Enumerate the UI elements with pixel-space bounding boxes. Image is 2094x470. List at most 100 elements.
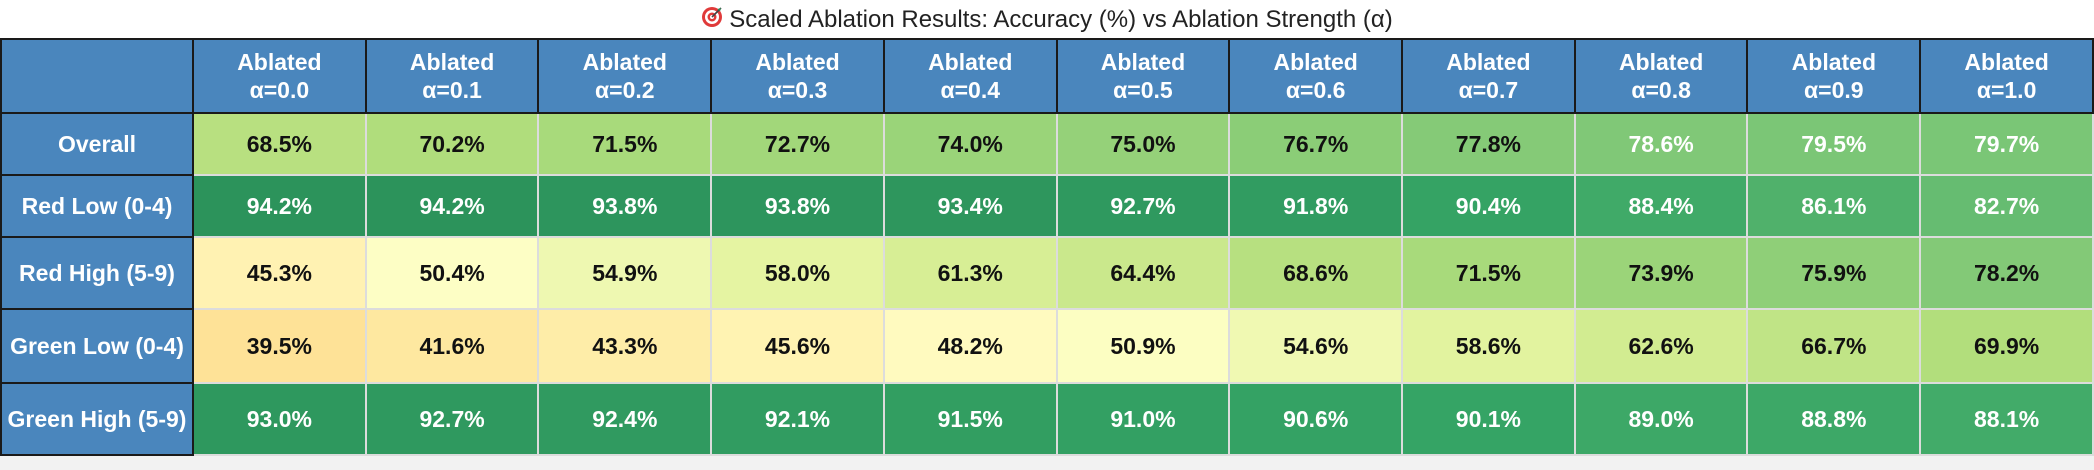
heatmap-cell: 88.4%	[1575, 175, 1748, 237]
column-header-line1: Ablated	[1921, 48, 2092, 76]
heatmap-cell: 79.5%	[1747, 113, 1920, 175]
row-label: Overall	[1, 113, 193, 175]
heatmap-cell: 69.9%	[1920, 309, 2093, 383]
column-header: Ablated α=0.5	[1057, 39, 1230, 113]
heatmap-cell: 79.7%	[1920, 113, 2093, 175]
column-header-line2: α=0.1	[367, 76, 538, 104]
column-header: Ablated α=0.1	[366, 39, 539, 113]
column-header-line2: α=0.0	[194, 76, 365, 104]
heatmap-cell: 94.2%	[193, 175, 366, 237]
heatmap-cell: 88.1%	[1920, 383, 2093, 455]
heatmap-cell: 76.7%	[1229, 113, 1402, 175]
heatmap-cell: 45.3%	[193, 237, 366, 309]
heatmap-cell: 50.9%	[1057, 309, 1230, 383]
heatmap-cell: 93.0%	[193, 383, 366, 455]
heatmap-cell: 61.3%	[884, 237, 1057, 309]
heatmap-cell: 45.6%	[711, 309, 884, 383]
column-header-line1: Ablated	[1403, 48, 1574, 76]
heatmap-row: Green Low (0-4) 39.5% 41.6% 43.3% 45.6% 48.2%…	[1, 309, 2093, 383]
column-header: Ablated α=0.6	[1229, 39, 1402, 113]
heatmap-cell: 75.9%	[1747, 237, 1920, 309]
column-header: Ablated α=0.8	[1575, 39, 1748, 113]
heatmap-cell: 68.6%	[1229, 237, 1402, 309]
row-label: Green High (5-9)	[1, 383, 193, 455]
heatmap-cell: 93.8%	[711, 175, 884, 237]
heatmap-row: Overall 68.5% 70.2% 71.5% 72.7% 74.0% 75.0% 76.…	[1, 113, 2093, 175]
column-header-line2: α=0.3	[712, 76, 883, 104]
header-row: Ablated α=0.0 Ablated α=0.1 Ablated α=0.2 Abla…	[1, 39, 2093, 113]
column-header-line1: Ablated	[1230, 48, 1401, 76]
heatmap-row: Red Low (0-4) 94.2% 94.2% 93.8% 93.8% 93.4% 92…	[1, 175, 2093, 237]
heatmap-cell: 90.1%	[1402, 383, 1575, 455]
heatmap-cell: 68.5%	[193, 113, 366, 175]
column-header-line2: α=0.2	[539, 76, 710, 104]
column-header-line1: Ablated	[1576, 48, 1747, 76]
column-header-line1: Ablated	[712, 48, 883, 76]
heatmap-row: Green High (5-9) 93.0% 92.7% 92.4% 92.1% 91.5…	[1, 383, 2093, 455]
heatmap-cell: 77.8%	[1402, 113, 1575, 175]
column-header-line2: α=0.9	[1748, 76, 1919, 104]
column-header: Ablated α=0.4	[884, 39, 1057, 113]
column-header: Ablated α=0.2	[538, 39, 711, 113]
column-header-line2: α=0.6	[1230, 76, 1401, 104]
row-label: Green Low (0-4)	[1, 309, 193, 383]
heatmap-cell: 92.1%	[711, 383, 884, 455]
chart-title-bar: Scaled Ablation Results: Accuracy (%) vs…	[0, 0, 2094, 38]
heatmap-cell: 72.7%	[711, 113, 884, 175]
heatmap-row: Red High (5-9) 45.3% 50.4% 54.9% 58.0% 61.3% 6…	[1, 237, 2093, 309]
column-header: Ablated α=0.3	[711, 39, 884, 113]
heatmap-cell: 71.5%	[1402, 237, 1575, 309]
heatmap-cell: 91.0%	[1057, 383, 1230, 455]
heatmap-cell: 90.4%	[1402, 175, 1575, 237]
heatmap-cell: 54.9%	[538, 237, 711, 309]
heatmap-cell: 66.7%	[1747, 309, 1920, 383]
heatmap-cell: 48.2%	[884, 309, 1057, 383]
heatmap-table: Ablated α=0.0 Ablated α=0.1 Ablated α=0.2 Abla…	[0, 38, 2094, 456]
heatmap-cell: 78.6%	[1575, 113, 1748, 175]
heatmap-cell: 88.8%	[1747, 383, 1920, 455]
heatmap-cell: 93.4%	[884, 175, 1057, 237]
heatmap-cell: 39.5%	[193, 309, 366, 383]
heatmap-cell: 92.4%	[538, 383, 711, 455]
heatmap-cell: 70.2%	[366, 113, 539, 175]
column-header-line1: Ablated	[1058, 48, 1229, 76]
heatmap-cell: 75.0%	[1057, 113, 1230, 175]
column-header-line1: Ablated	[885, 48, 1056, 76]
column-header-line2: α=1.0	[1921, 76, 2092, 104]
column-header-line2: α=0.4	[885, 76, 1056, 104]
heatmap-cell: 64.4%	[1057, 237, 1230, 309]
heatmap-cell: 94.2%	[366, 175, 539, 237]
column-header-line2: α=0.7	[1403, 76, 1574, 104]
heatmap-cell: 43.3%	[538, 309, 711, 383]
heatmap-cell: 50.4%	[366, 237, 539, 309]
column-header: Ablated α=0.0	[193, 39, 366, 113]
column-header-line2: α=0.5	[1058, 76, 1229, 104]
corner-cell	[1, 39, 193, 113]
row-label: Red Low (0-4)	[1, 175, 193, 237]
chart-title: Scaled Ablation Results: Accuracy (%) vs…	[729, 6, 1393, 33]
heatmap-cell: 62.6%	[1575, 309, 1748, 383]
heatmap-body: Overall 68.5% 70.2% 71.5% 72.7% 74.0% 75.0% 76.…	[1, 113, 2093, 455]
heatmap-cell: 58.0%	[711, 237, 884, 309]
heatmap-cell: 78.2%	[1920, 237, 2093, 309]
heatmap-cell: 92.7%	[1057, 175, 1230, 237]
heatmap-cell: 86.1%	[1747, 175, 1920, 237]
column-header-line1: Ablated	[539, 48, 710, 76]
heatmap-cell: 74.0%	[884, 113, 1057, 175]
column-header-line2: α=0.8	[1576, 76, 1747, 104]
heatmap-cell: 71.5%	[538, 113, 711, 175]
heatmap-cell: 90.6%	[1229, 383, 1402, 455]
heatmap-cell: 91.8%	[1229, 175, 1402, 237]
column-header-line1: Ablated	[367, 48, 538, 76]
column-header-line1: Ablated	[1748, 48, 1919, 76]
target-icon	[701, 1, 723, 41]
heatmap-cell: 93.8%	[538, 175, 711, 237]
row-label: Red High (5-9)	[1, 237, 193, 309]
column-header: Ablated α=1.0	[1920, 39, 2093, 113]
heatmap-cell: 54.6%	[1229, 309, 1402, 383]
column-header: Ablated α=0.7	[1402, 39, 1575, 113]
heatmap-cell: 92.7%	[366, 383, 539, 455]
heatmap-cell: 41.6%	[366, 309, 539, 383]
heatmap-cell: 82.7%	[1920, 175, 2093, 237]
